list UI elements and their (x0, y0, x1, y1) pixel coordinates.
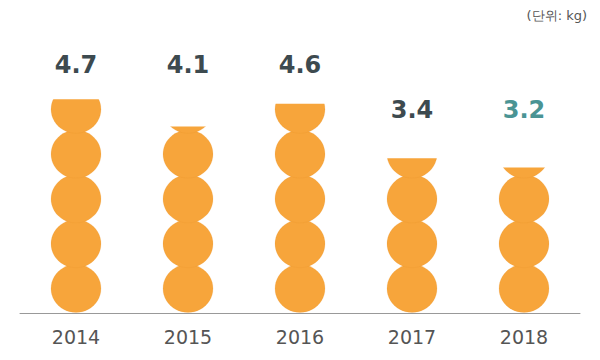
svg-text:2017: 2017 (388, 326, 436, 348)
svg-text:4.7: 4.7 (55, 51, 98, 79)
svg-text:2016: 2016 (276, 326, 324, 348)
svg-text:2014: 2014 (52, 326, 100, 348)
svg-text:3.2: 3.2 (503, 96, 546, 124)
svg-text:2015: 2015 (164, 326, 212, 348)
svg-text:2018: 2018 (500, 326, 548, 348)
svg-text:4.1: 4.1 (167, 51, 210, 79)
svg-text:4.6: 4.6 (279, 51, 322, 79)
svg-text:(단위: kg): (단위: kg) (527, 8, 587, 23)
svg-text:3.4: 3.4 (391, 96, 434, 124)
